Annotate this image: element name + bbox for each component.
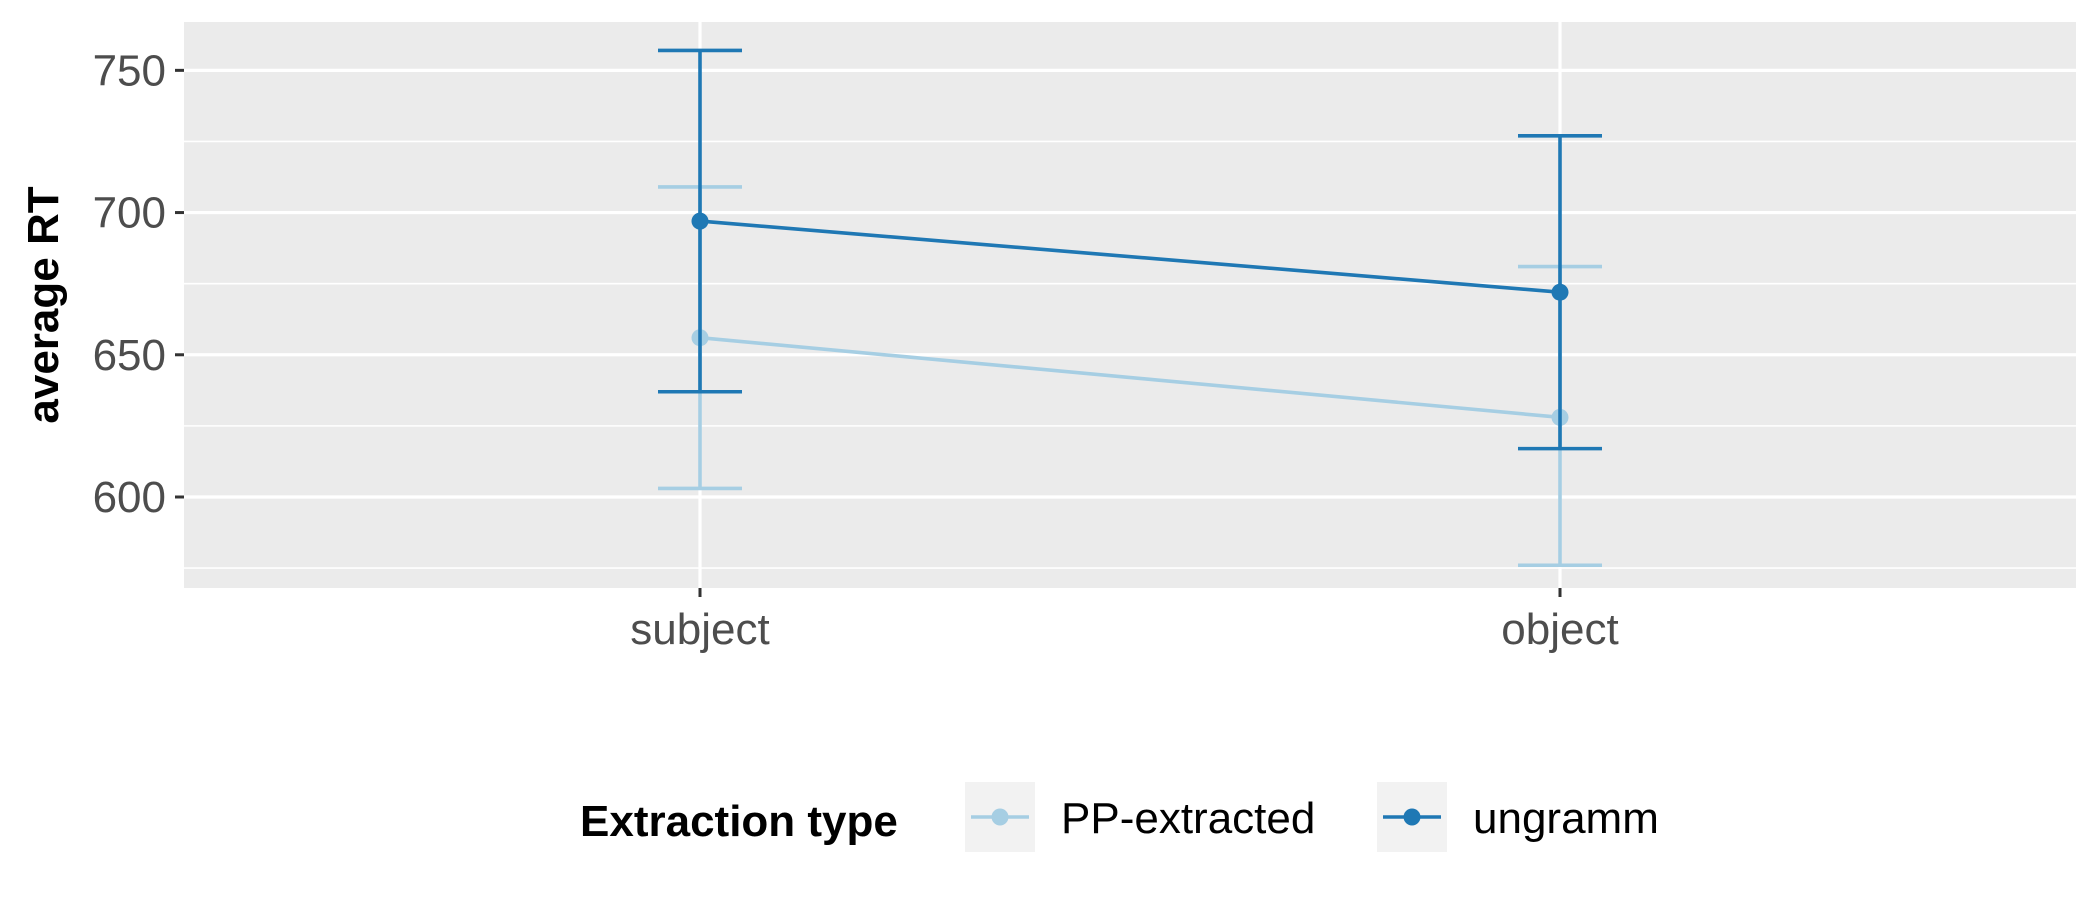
series-line <box>699 219 1561 294</box>
data-point <box>1551 283 1569 301</box>
legend-title: Extraction type <box>580 797 898 846</box>
y-axis: 600 650 700 750 <box>93 46 184 522</box>
legend-item: ungramm <box>1377 782 1659 852</box>
series-ungramm <box>658 48 1602 451</box>
series-line <box>699 335 1561 420</box>
grid-minor <box>184 140 2076 569</box>
x-tick-label: object <box>1501 605 1618 654</box>
x-tick-label: subject <box>630 605 769 654</box>
x-axis: subject object <box>630 588 1619 654</box>
series-layer <box>658 48 1602 568</box>
legend: Extraction type PP-extracted ungramm <box>580 782 1659 852</box>
legend-label: ungramm <box>1473 794 1659 843</box>
y-tick-label: 650 <box>93 331 166 380</box>
y-tick-label: 600 <box>93 473 166 522</box>
legend-key-point <box>1403 808 1421 826</box>
y-tick-label: 700 <box>93 189 166 238</box>
legend-key-point <box>991 808 1009 826</box>
y-axis-title: average RT <box>19 186 68 423</box>
plot-panel <box>184 22 2076 588</box>
legend-label: PP-extracted <box>1061 794 1315 843</box>
y-tick-label: 750 <box>93 46 166 95</box>
legend-item: PP-extracted <box>965 782 1315 852</box>
data-point <box>691 212 709 230</box>
